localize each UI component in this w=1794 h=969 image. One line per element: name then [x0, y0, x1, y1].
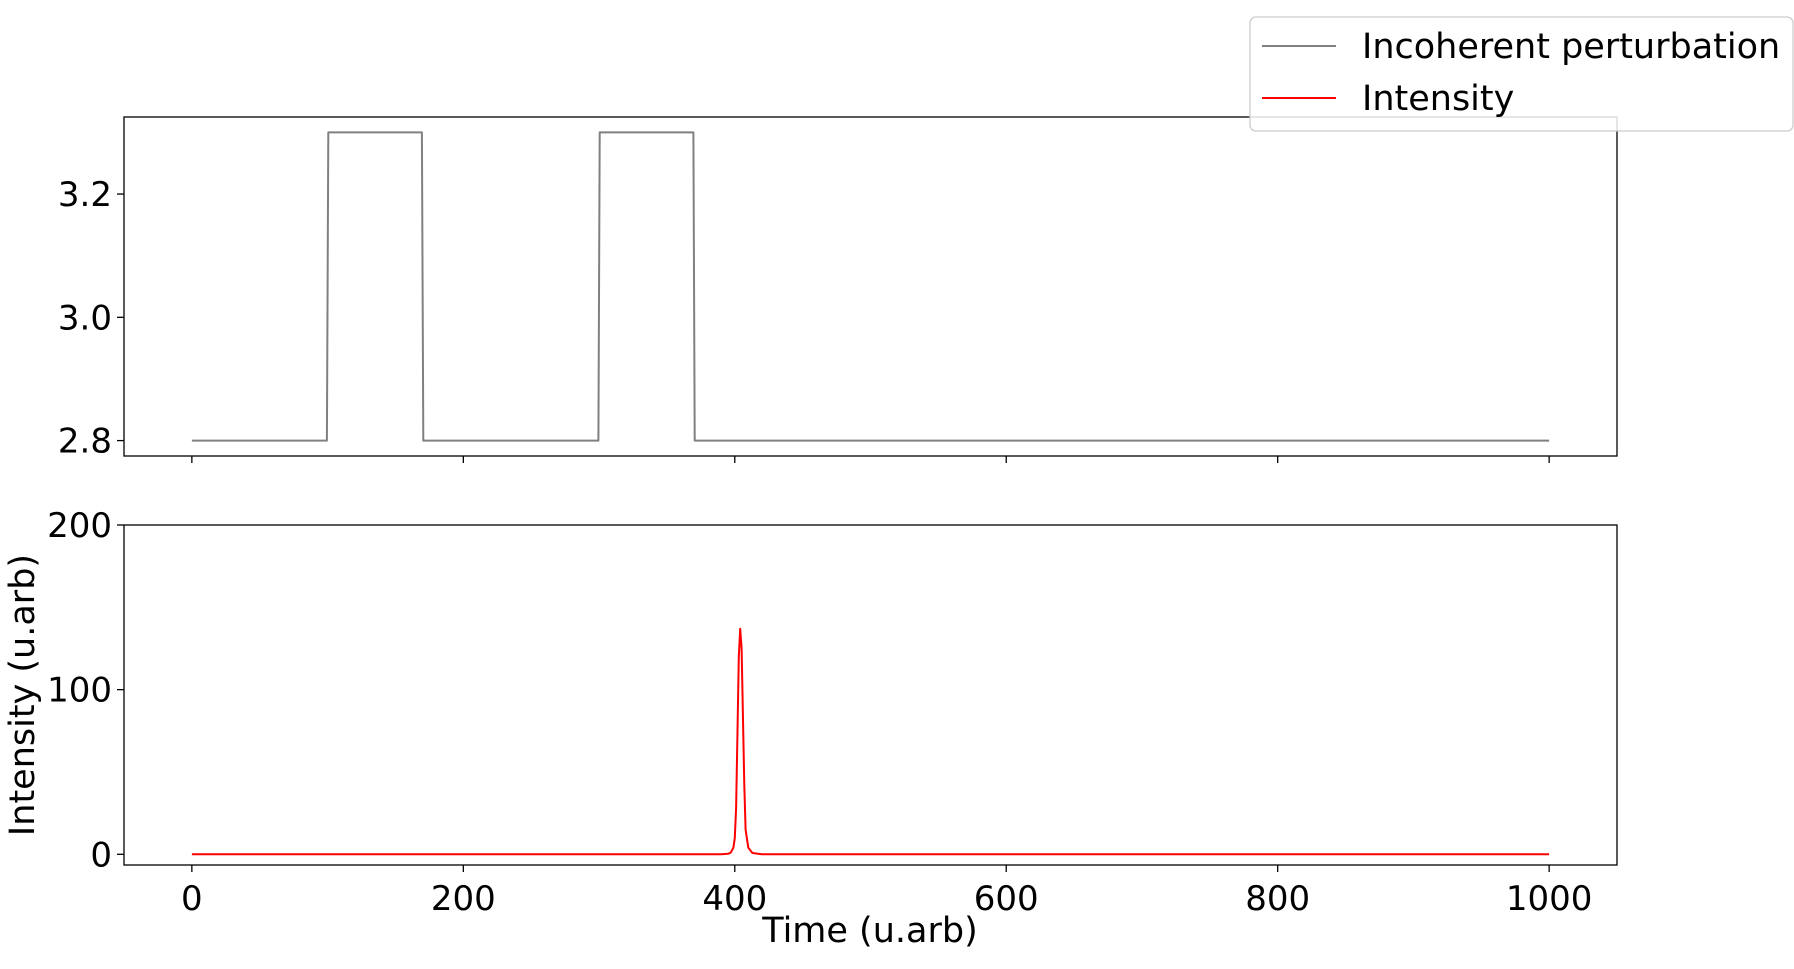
top-y-ticks: 2.8 3.0 3.2 [58, 175, 124, 462]
top-series-layer [191, 131, 1550, 442]
bottom-xtick-label: 1000 [1506, 879, 1593, 919]
bottom-axes-frame [123, 524, 1618, 866]
bottom-ytick-label: 100 [47, 671, 112, 711]
top-axes-frame [123, 116, 1618, 457]
top-series-line-0 [191, 131, 1550, 442]
bottom-xtick-label: 0 [181, 879, 203, 919]
bottom-series-line-0 [191, 627, 1550, 856]
bottom-x-ticks: 0 200 400 600 800 1000 [181, 865, 1592, 919]
legend-label-0: Incoherent perturbation [1362, 27, 1780, 67]
legend: Incoherent perturbation Intensity [1249, 16, 1794, 132]
bottom-ytick-label: 0 [90, 835, 112, 875]
bottom-xtick-label: 800 [1245, 879, 1310, 919]
top-ytick-label: 2.8 [58, 422, 112, 462]
top-panel: 2.8 3.0 3.2 [58, 116, 1618, 463]
legend-entries: Incoherent perturbation Intensity [1262, 27, 1780, 119]
legend-label-1: Intensity [1362, 79, 1514, 119]
top-ytick-label: 3.2 [58, 175, 112, 215]
bottom-series-layer [191, 627, 1550, 856]
x-axis-label: Time (u.arb) [761, 911, 977, 951]
y-axis-label: Intensity (u.arb) [3, 554, 43, 836]
bottom-xtick-label: 600 [974, 879, 1039, 919]
bottom-xtick-label: 400 [702, 879, 767, 919]
bottom-panel: 0 100 200 0 200 400 600 800 1000 Time (u.arb) I… [3, 506, 1618, 951]
bottom-xtick-label: 200 [431, 879, 496, 919]
top-ytick-label: 3.0 [58, 298, 112, 338]
legend-box [1249, 16, 1794, 132]
top-x-ticks [191, 456, 1550, 463]
bottom-ytick-label: 200 [47, 506, 112, 546]
bottom-y-ticks: 0 100 200 [47, 506, 124, 875]
